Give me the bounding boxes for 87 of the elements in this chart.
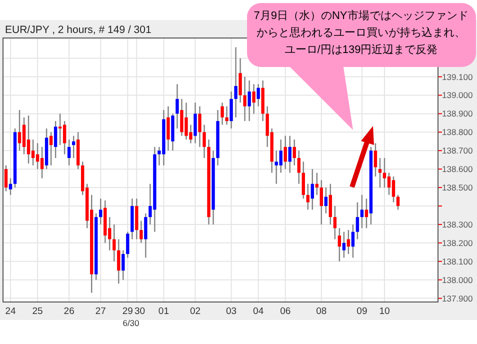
- candlestick: [338, 228, 342, 262]
- candlestick: [99, 198, 102, 226]
- candlestick: [225, 106, 228, 126]
- candlestick: [166, 106, 170, 152]
- candlestick: [346, 229, 350, 255]
- y-tick-label: 138.600: [442, 164, 473, 174]
- candlestick: [117, 238, 120, 284]
- text: 6/30: [122, 318, 140, 328]
- annotation: 7月9日（水）のNY市場ではヘッジファンドからと思われるユーロ買いが持ち込まれ、ユーロ/円は139円近辺まで反発: [252, 8, 470, 58]
- x-tick-label: 10: [379, 306, 390, 317]
- x-tick-label: 04: [253, 306, 264, 317]
- candlestick: [238, 58, 242, 104]
- x-tick-label: 08: [316, 306, 327, 317]
- candlestick: [333, 205, 337, 240]
- candlestick: [58, 113, 62, 146]
- y-tick-label: 137.900: [442, 293, 473, 304]
- candlestick: [4, 164, 8, 192]
- y-tick-label: 138.300: [442, 219, 473, 230]
- y-tick-label: 138.900: [442, 108, 473, 119]
- candlestick: [62, 120, 66, 155]
- x-tick-label: 27: [95, 306, 106, 317]
- candlestick: [302, 161, 305, 200]
- y-tick-label: 139.000: [442, 90, 473, 100]
- candlestick: [26, 114, 30, 164]
- y-tick-label: 138.200: [442, 238, 473, 248]
- y-tick-label: 138.700: [442, 146, 473, 156]
- candlestick: [374, 142, 378, 178]
- candlestick: [22, 116, 26, 155]
- candlestick: [126, 231, 130, 258]
- candlestick: [310, 168, 314, 210]
- candlestick: [351, 224, 355, 258]
- candlestick: [288, 135, 292, 174]
- x-tick-label: 06: [280, 306, 291, 317]
- candlestick: [356, 202, 360, 240]
- chart-title: EUR/JPY , 2 hours, # 149 / 301: [5, 24, 152, 36]
- candlestick: [234, 46, 238, 118]
- candlestick: [135, 198, 138, 240]
- candlestick: [40, 146, 44, 179]
- x-tick-label: 02: [190, 306, 201, 317]
- candlestick: [112, 224, 116, 262]
- candlestick: [382, 157, 386, 188]
- candlestick: [320, 180, 323, 226]
- candlestick: [396, 194, 400, 210]
- candlestick: [220, 102, 224, 126]
- candlestick: [248, 80, 251, 122]
- candlestick: [67, 138, 71, 166]
- y-tick-label: 139.100: [442, 72, 473, 82]
- candlestick: [387, 172, 391, 196]
- candlestick: [194, 102, 197, 144]
- candlestick: [144, 212, 148, 258]
- candlestick: [8, 178, 12, 196]
- candlestick: [49, 132, 53, 166]
- candlestick: [198, 106, 202, 148]
- candlestick: [54, 120, 58, 159]
- candlestick: [360, 194, 364, 229]
- candlestick: [202, 124, 206, 159]
- candlestick: [292, 138, 296, 166]
- candlestick: [284, 135, 287, 170]
- candlestick: [18, 109, 22, 152]
- candlestick: [297, 150, 300, 184]
- x-tick-label: 09: [356, 306, 368, 317]
- y-tick-label: 138.800: [442, 127, 473, 138]
- candlestick: [364, 198, 368, 229]
- candlestick: [342, 231, 346, 258]
- candlestick: [378, 157, 382, 188]
- x-tick-label: 25: [32, 306, 43, 317]
- candlestick: [176, 84, 179, 130]
- candlestick: [230, 90, 233, 130]
- candlestick: [256, 84, 260, 107]
- y-tick-label: 138.500: [442, 182, 473, 193]
- candlestick: [392, 176, 396, 203]
- x-tick-label: 01: [158, 306, 169, 317]
- candlestick: [243, 76, 246, 122]
- x-tick-label: 26: [64, 306, 74, 317]
- x-tick-label: 03: [226, 306, 237, 317]
- candlestick: [328, 183, 332, 226]
- candlestick: [31, 138, 35, 166]
- candlestick: [140, 220, 143, 244]
- candlestick: [252, 84, 256, 114]
- y-tick-label: 138.100: [442, 256, 473, 266]
- x-tick-label: 24: [5, 306, 16, 317]
- x-tick-label: 30: [134, 306, 146, 317]
- candlestick: [306, 183, 310, 210]
- candlestick: [324, 186, 328, 214]
- candlestick: [122, 250, 125, 280]
- x-tick-label: 29: [122, 306, 133, 317]
- y-tick-label: 138.000: [442, 274, 473, 285]
